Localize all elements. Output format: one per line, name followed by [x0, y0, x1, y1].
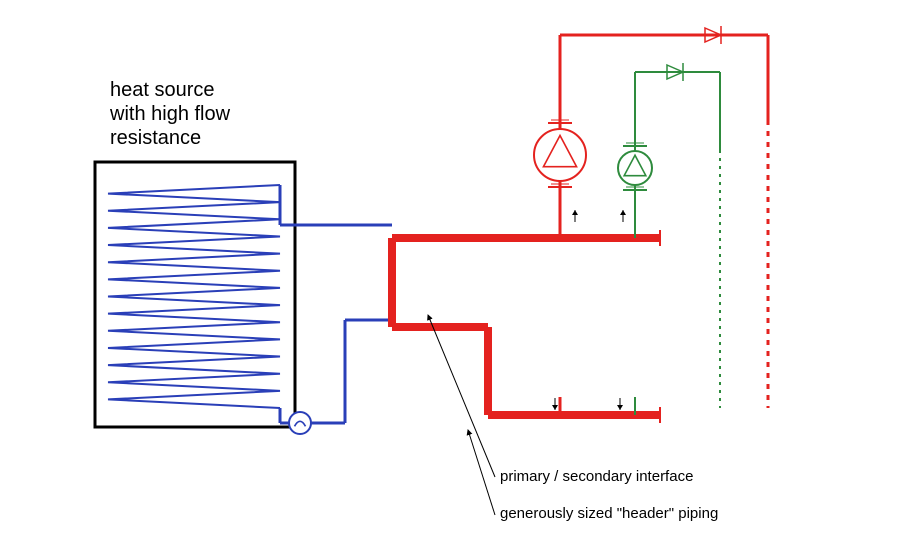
annotation-header-piping: generously sized "header" piping [500, 505, 718, 522]
heat-source-label-line1: heat source [110, 78, 230, 102]
red-branch-loop [534, 26, 768, 408]
header-piping [392, 230, 660, 423]
annotation-primary-secondary: primary / secondary interface [500, 468, 693, 485]
heat-source-label-line2: with high flow [110, 102, 230, 126]
heat-source-label-line3: resistance [110, 126, 230, 150]
blue-primary-pipe [280, 185, 392, 434]
heat-source-label: heat source with high flow resistance [110, 78, 230, 150]
